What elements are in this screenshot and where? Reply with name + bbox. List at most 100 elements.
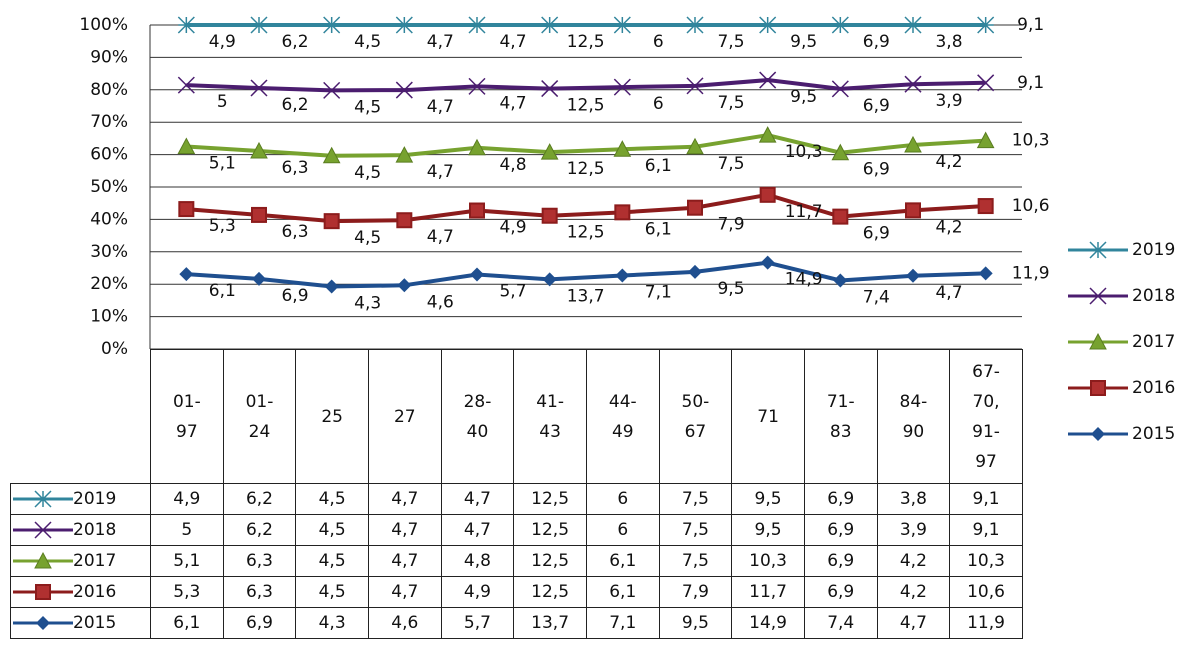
data-label: 6,3 xyxy=(281,158,308,178)
marker xyxy=(831,16,849,34)
marker xyxy=(613,140,632,157)
data-label: 6 xyxy=(653,32,664,52)
marker xyxy=(395,81,413,99)
row-name: 2017 xyxy=(73,551,117,571)
marker xyxy=(470,267,484,282)
y-tick-label: 100% xyxy=(79,15,128,35)
marker xyxy=(323,213,340,230)
table-cell: 13,7 xyxy=(513,607,587,639)
marker-shape xyxy=(396,212,413,229)
marker xyxy=(395,146,414,163)
data-table: 01-97 01-24 25 27 28-40 41-43 44-49 50-67 71 71-8… xyxy=(10,349,1023,639)
marker xyxy=(688,264,702,279)
y-tick-label: 50% xyxy=(90,177,128,197)
marker xyxy=(1091,427,1105,441)
marker-shape xyxy=(395,81,413,99)
category-label: 41-43 xyxy=(513,349,587,484)
table-cell: 4,5 xyxy=(295,545,369,577)
marker xyxy=(397,278,412,293)
marker xyxy=(613,78,631,96)
data-label: 5,3 xyxy=(209,216,236,236)
table-cell: 6,3 xyxy=(222,576,297,608)
table-cell: 6,9 xyxy=(803,514,878,546)
marker xyxy=(34,490,52,508)
marker-shape xyxy=(977,16,995,34)
table-cell: 5,1 xyxy=(150,545,224,577)
data-label: 7,4 xyxy=(863,287,890,307)
marker-shape xyxy=(977,74,995,92)
header-row: 01-97 01-24 25 27 28-40 41-43 44-49 50-67 71 71-8… xyxy=(10,349,1023,484)
data-label: 9,1 xyxy=(1017,15,1044,35)
row-name: 2019 xyxy=(73,489,117,509)
data-label: 4,7 xyxy=(499,32,526,52)
marker-shape xyxy=(759,16,777,34)
marker-shape xyxy=(904,135,922,153)
marker-shape xyxy=(1090,380,1106,396)
marker-shape xyxy=(323,81,341,99)
marker-shape xyxy=(36,616,50,630)
marker xyxy=(395,16,413,34)
table-cell: 12,5 xyxy=(513,576,587,608)
marker xyxy=(977,198,994,215)
legend-label: 2017 xyxy=(1132,332,1175,352)
marker-shape xyxy=(395,16,413,34)
marker xyxy=(323,16,341,34)
marker-shape xyxy=(976,131,995,149)
y-tick-label: 10% xyxy=(90,307,128,327)
table-cell: 4,9 xyxy=(440,576,515,608)
table-row: 2017 5,1 6,3 4,5 4,7 4,8 12,5 6,1 7,5 10,3 6,9 4,2 1… xyxy=(10,545,1023,577)
marker-shape xyxy=(177,137,196,154)
marker xyxy=(322,146,341,164)
data-label: 4,7 xyxy=(935,283,962,303)
table-cell: 6,1 xyxy=(150,607,224,639)
marker xyxy=(977,16,995,34)
data-label: 12,5 xyxy=(567,159,605,179)
table-cell: 4,5 xyxy=(295,483,369,515)
data-label: 6,9 xyxy=(863,32,890,52)
data-label: 9,5 xyxy=(790,87,817,107)
data-label: 6,1 xyxy=(645,219,672,239)
marker xyxy=(542,272,557,287)
marker-shape xyxy=(35,584,51,600)
data-label: 3,8 xyxy=(935,32,962,52)
marker xyxy=(1089,287,1107,305)
table-cell: 12,5 xyxy=(513,545,587,577)
marker xyxy=(468,138,486,156)
row-label: 2015 xyxy=(10,607,151,639)
marker xyxy=(906,268,920,283)
marker xyxy=(177,137,196,154)
marker xyxy=(34,521,52,539)
marker-shape xyxy=(905,202,921,219)
data-label: 7,5 xyxy=(717,93,744,113)
row-label: 2017 xyxy=(10,545,151,577)
data-label: 13,7 xyxy=(567,286,605,306)
marker xyxy=(540,143,559,160)
marker-shape xyxy=(177,76,195,94)
data-label: 4,3 xyxy=(354,294,381,314)
legend-label: 2018 xyxy=(1132,286,1175,306)
data-label: 10,3 xyxy=(785,142,823,162)
table-cell: 4,5 xyxy=(295,576,369,608)
data-label: 4,5 xyxy=(354,163,381,183)
marker-shape xyxy=(178,201,195,218)
marker-shape xyxy=(904,16,922,34)
marker xyxy=(36,616,50,630)
data-label: 7,1 xyxy=(645,283,672,303)
marker xyxy=(976,131,995,149)
row-label: 2018 xyxy=(10,514,151,546)
marker-shape xyxy=(542,272,557,287)
data-label: 10,6 xyxy=(1012,196,1050,216)
data-label: 9,1 xyxy=(1017,73,1044,93)
table-cell: 7,5 xyxy=(658,545,733,577)
table-cell: 7,4 xyxy=(803,607,878,639)
marker xyxy=(177,16,195,34)
marker xyxy=(34,551,52,569)
table-cell: 4,6 xyxy=(367,607,442,639)
data-label: 4,5 xyxy=(354,228,381,248)
marker xyxy=(468,16,486,34)
marker xyxy=(1089,332,1107,350)
category-label: 71 xyxy=(731,349,805,484)
category-label: 50-67 xyxy=(658,349,733,484)
